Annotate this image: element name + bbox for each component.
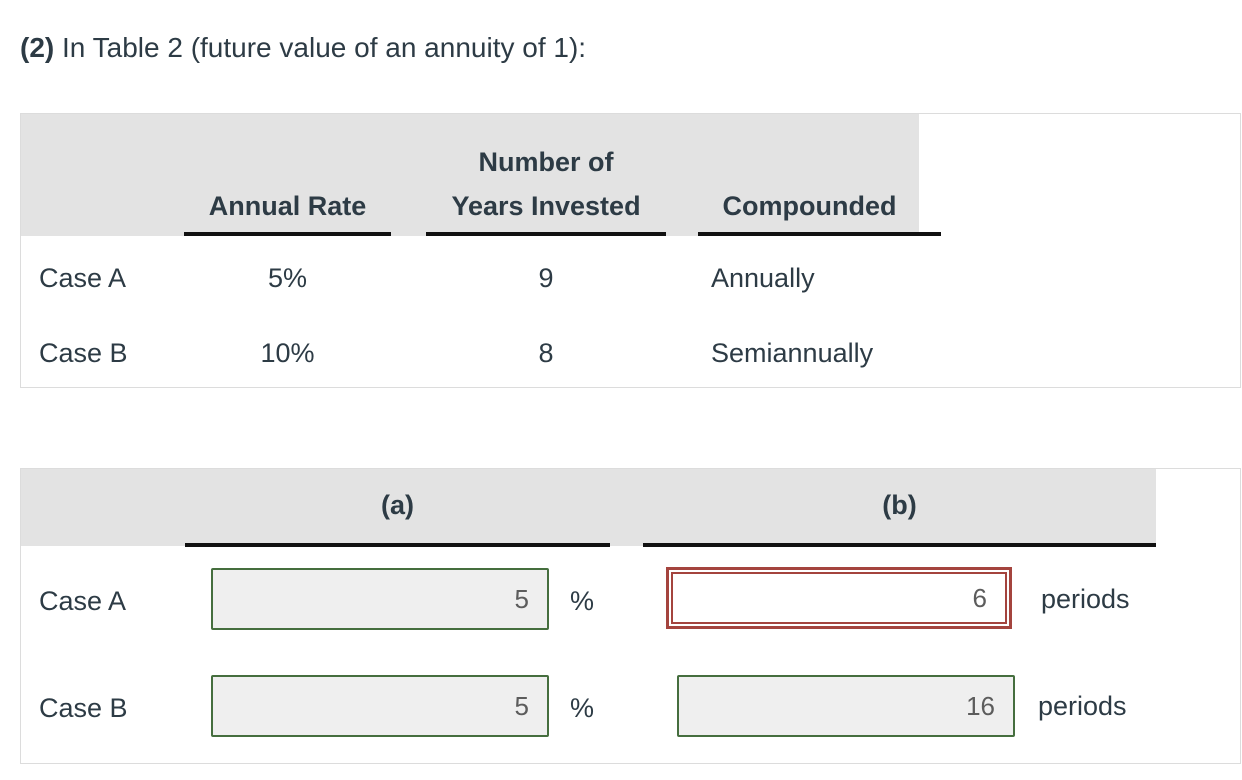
case-b-periods-input[interactable] (677, 675, 1015, 737)
years-invested-value: 9 (538, 263, 554, 293)
annual-rate-header: Annual Rate (208, 191, 367, 221)
given-data-table: Annual Rate Number of Years Invested Com… (20, 113, 1241, 388)
percent-unit-label: % (570, 693, 595, 723)
years-invested-header: Number of Years Invested (451, 147, 641, 221)
periods-unit-label: periods (1041, 584, 1130, 614)
compounded-column-underline (698, 232, 941, 236)
years-invested-column-underline (426, 232, 666, 236)
row-label: Case B (39, 693, 128, 723)
column-a-underline (185, 543, 610, 547)
annual-rate-column-underline (184, 232, 391, 236)
question-title: (2) In Table 2 (future value of an annui… (20, 31, 586, 65)
annual-rate-value: 5% (267, 263, 308, 293)
case-a-periods-input[interactable] (671, 572, 1007, 624)
row-label: Case A (39, 263, 127, 293)
table-header-background (21, 469, 1156, 546)
row-label: Case B (39, 338, 128, 368)
percent-unit-label: % (570, 586, 595, 616)
column-b-header: (b) (882, 490, 917, 520)
question-number: (2) (20, 32, 55, 63)
annual-rate-value: 10% (260, 338, 315, 368)
case-b-rate-input[interactable] (211, 675, 549, 737)
compounded-value: Annually (711, 263, 815, 293)
column-a-header: (a) (381, 490, 414, 520)
row-label: Case A (39, 586, 127, 616)
column-b-underline (643, 543, 1156, 547)
compounded-header: Compounded (722, 191, 897, 221)
incorrect-answer-outline (666, 567, 1012, 629)
question-text: In Table 2 (future value of an annuity o… (54, 32, 587, 63)
compounded-value: Semiannually (711, 338, 874, 368)
periods-unit-label: periods (1038, 691, 1127, 721)
table-header-background (21, 114, 919, 236)
years-invested-value: 8 (538, 338, 554, 368)
case-a-rate-input[interactable] (211, 568, 549, 630)
answer-table: (a) (b) Case A % periods Case B % period… (20, 468, 1241, 764)
